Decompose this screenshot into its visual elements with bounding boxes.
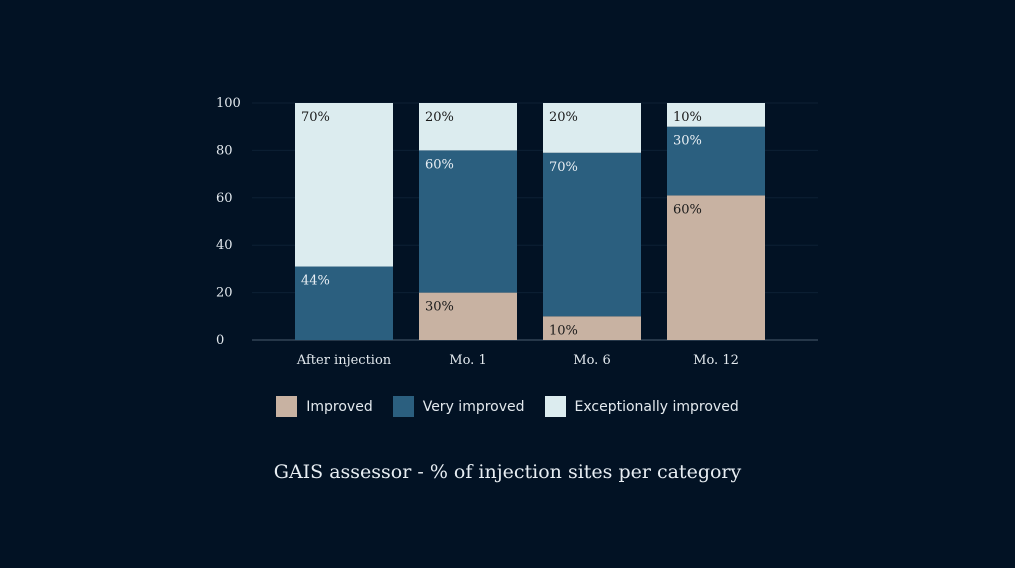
bar-exceptionally-improved: [295, 103, 393, 267]
bar-exceptionally-improved: [667, 103, 765, 127]
legend-item-very-improved: Very improved: [392, 396, 525, 417]
y-tick-label: 40: [216, 238, 233, 253]
bar-very-improved: [667, 126, 765, 196]
y-tick-label: 60: [216, 191, 233, 206]
bar-very-improved: [419, 150, 517, 293]
data-label: 30%: [673, 134, 702, 149]
y-tick-label: 80: [216, 143, 233, 158]
bar-improved: [667, 195, 765, 340]
data-label: 70%: [549, 160, 578, 175]
data-label: 70%: [301, 110, 330, 125]
bar-improved: [419, 292, 517, 340]
legend-swatch-very-improved: [392, 396, 414, 417]
legend-label-exceptionally-improved: Exceptionally improved: [574, 398, 739, 415]
legend-item-exceptionally-improved: Exceptionally improved: [544, 396, 739, 417]
data-label: 60%: [425, 157, 454, 172]
bar-exceptionally-improved: [419, 103, 517, 151]
y-tick-label: 20: [216, 286, 233, 301]
y-tick-label: 0: [216, 333, 224, 348]
data-label: 20%: [425, 110, 454, 125]
legend-label-improved: Improved: [306, 398, 373, 415]
legend-swatch-improved: [276, 396, 298, 417]
bar-very-improved: [295, 266, 393, 340]
x-tick-label: Mo. 6: [573, 353, 610, 368]
bar-very-improved: [543, 152, 641, 317]
data-label: 20%: [549, 110, 578, 125]
chart-title: GAIS assessor - % of injection sites per…: [273, 461, 742, 483]
legend-swatch-exceptionally-improved: [544, 396, 566, 417]
x-tick-label: Mo. 12: [693, 353, 739, 368]
data-label: 10%: [549, 323, 578, 338]
x-tick-label: After injection: [296, 353, 392, 368]
legend-item-improved: Improved: [276, 396, 373, 417]
data-label: 60%: [673, 202, 702, 217]
bar-improved: [543, 316, 641, 340]
legend-label-very-improved: Very improved: [422, 398, 525, 415]
legend: Improved Very improved Exceptionally imp…: [0, 396, 1015, 417]
data-label: 44%: [301, 274, 330, 289]
bar-exceptionally-improved: [543, 103, 641, 153]
y-tick-label: 100: [216, 96, 241, 111]
data-label: 10%: [673, 110, 702, 125]
data-label: 30%: [425, 300, 454, 315]
chart: 0 20 40 60 80 100 44% 70% After injection 30% 60% 2…: [216, 96, 818, 368]
x-tick-label: Mo. 1: [449, 353, 486, 368]
